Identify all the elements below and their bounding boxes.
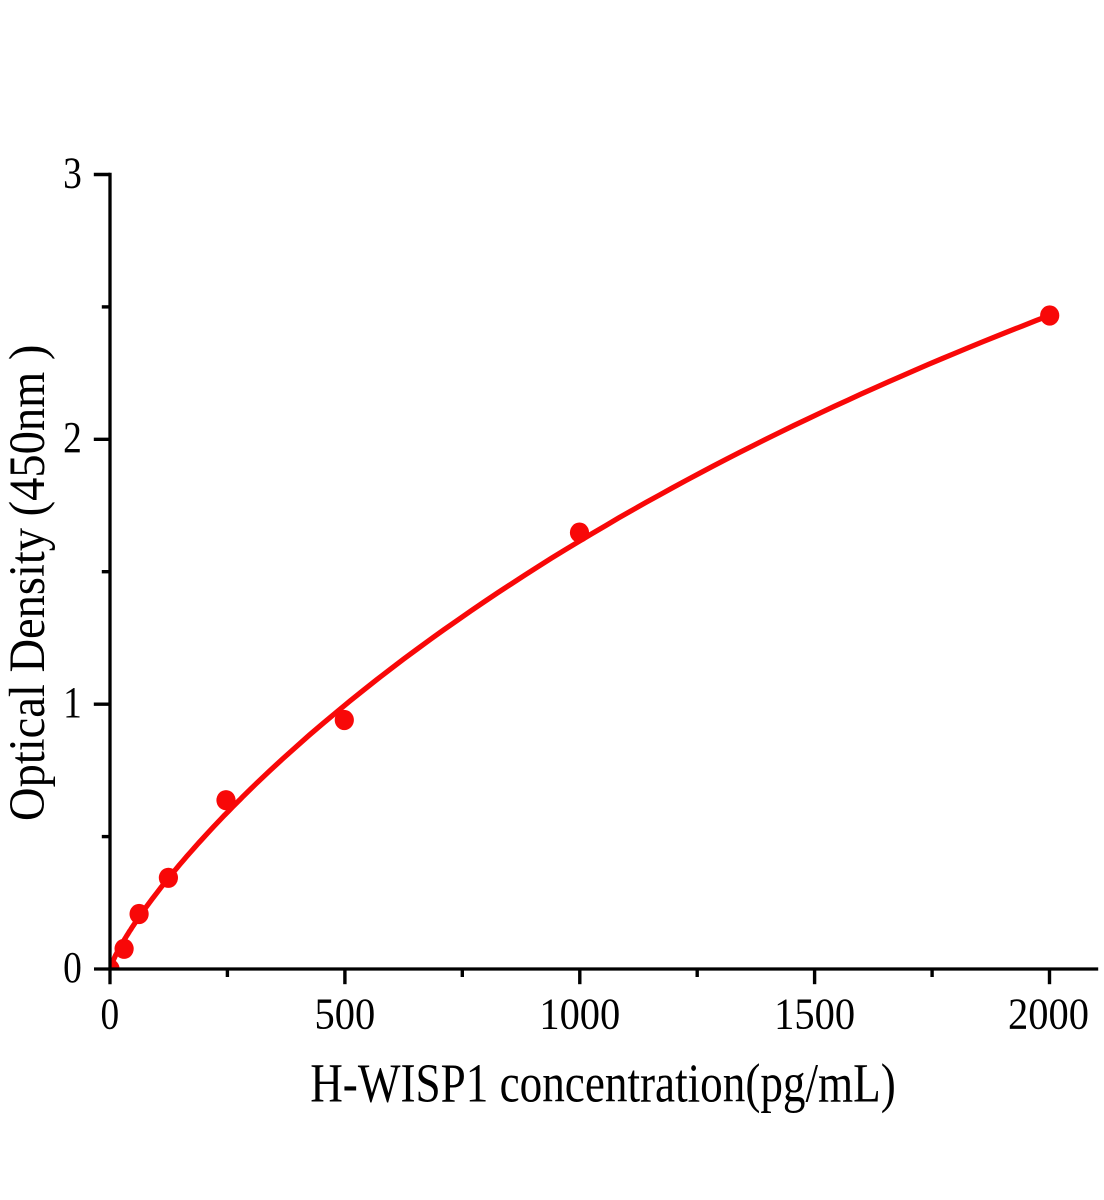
svg-text:500: 500 xyxy=(315,990,376,1039)
svg-text:1: 1 xyxy=(63,678,82,726)
svg-text:1000: 1000 xyxy=(539,990,620,1039)
svg-text:2000: 2000 xyxy=(1008,990,1089,1039)
svg-text:0: 0 xyxy=(100,990,119,1038)
svg-text:H-WISP1 concentration(pg/mL): H-WISP1 concentration(pg/mL) xyxy=(310,1052,896,1113)
svg-text:0: 0 xyxy=(63,943,82,991)
svg-text:2: 2 xyxy=(63,413,82,461)
svg-text:Optical Density (450nm ): Optical Density (450nm ) xyxy=(0,345,56,821)
svg-text:3: 3 xyxy=(63,149,82,197)
svg-text:1500: 1500 xyxy=(774,990,855,1039)
